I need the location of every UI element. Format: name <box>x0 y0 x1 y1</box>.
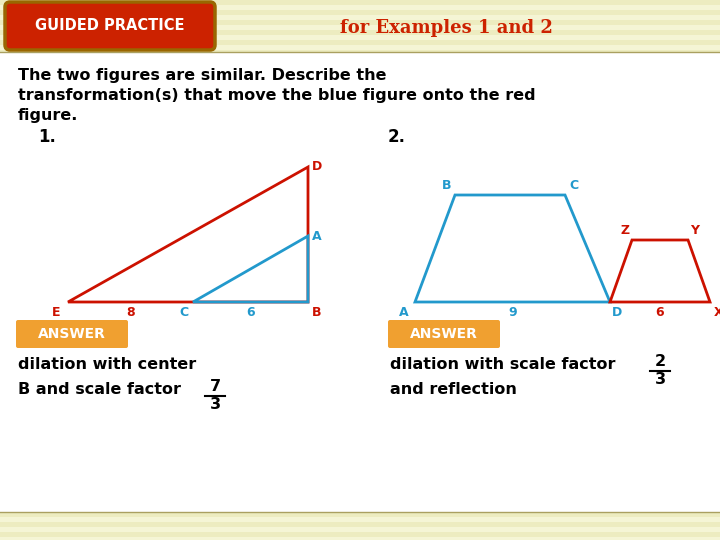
Bar <box>0 460 720 465</box>
Text: 1.: 1. <box>38 128 56 146</box>
Bar <box>0 350 720 355</box>
Bar <box>0 380 720 385</box>
Text: transformation(s) that move the blue figure onto the red: transformation(s) that move the blue fig… <box>18 88 536 103</box>
Bar <box>0 470 720 475</box>
Text: and reflection: and reflection <box>390 382 517 397</box>
Text: 3: 3 <box>654 372 665 387</box>
Text: 6: 6 <box>656 306 665 319</box>
Bar <box>0 440 720 445</box>
Bar <box>0 510 720 515</box>
Bar <box>0 240 720 245</box>
Bar <box>0 360 720 365</box>
Bar <box>0 130 720 135</box>
Text: 7: 7 <box>210 379 220 394</box>
Text: A: A <box>312 230 322 242</box>
Text: Y: Y <box>690 224 699 237</box>
Bar <box>0 520 720 525</box>
Bar <box>0 100 720 105</box>
Bar <box>0 300 720 305</box>
Bar <box>0 180 720 185</box>
Bar <box>0 60 720 65</box>
Bar <box>0 290 720 295</box>
FancyBboxPatch shape <box>388 320 500 348</box>
Text: 6: 6 <box>246 306 255 319</box>
Text: 2.: 2. <box>388 128 406 146</box>
Bar <box>0 260 720 265</box>
Bar <box>0 480 720 485</box>
Bar <box>0 532 720 537</box>
Bar <box>0 80 720 85</box>
Bar <box>0 370 720 375</box>
Bar <box>0 270 720 275</box>
Bar <box>0 20 720 25</box>
Bar <box>0 90 720 95</box>
Bar <box>0 110 720 115</box>
Bar <box>0 500 720 505</box>
Bar <box>0 430 720 435</box>
Text: 8: 8 <box>126 306 135 319</box>
Bar <box>0 120 720 125</box>
FancyBboxPatch shape <box>16 320 128 348</box>
Bar <box>0 390 720 395</box>
Bar <box>0 450 720 455</box>
Bar <box>0 52 720 512</box>
Text: The two figures are similar. Describe the: The two figures are similar. Describe th… <box>18 68 387 83</box>
Text: 9: 9 <box>508 306 517 319</box>
Bar <box>0 530 720 535</box>
Bar <box>0 160 720 165</box>
FancyBboxPatch shape <box>5 2 215 50</box>
Bar <box>0 340 720 345</box>
Text: A: A <box>400 306 409 319</box>
Bar <box>0 170 720 175</box>
Bar <box>0 50 720 55</box>
Bar <box>0 70 720 75</box>
Text: dilation with center: dilation with center <box>18 357 197 372</box>
Bar <box>0 200 720 205</box>
Text: C: C <box>180 306 189 319</box>
Bar <box>0 310 720 315</box>
Text: B: B <box>312 306 322 319</box>
Text: GUIDED PRACTICE: GUIDED PRACTICE <box>35 18 185 33</box>
Bar <box>0 0 720 5</box>
Bar <box>0 30 720 35</box>
Text: dilation with scale factor: dilation with scale factor <box>390 357 616 372</box>
Text: X: X <box>714 306 720 319</box>
Bar <box>0 522 720 527</box>
Text: C: C <box>569 179 578 192</box>
Bar <box>0 420 720 425</box>
Bar <box>0 410 720 415</box>
Bar <box>0 140 720 145</box>
Bar <box>0 330 720 335</box>
Bar <box>0 150 720 155</box>
Text: B: B <box>441 179 451 192</box>
Text: for Examples 1 and 2: for Examples 1 and 2 <box>340 19 553 37</box>
Text: ANSWER: ANSWER <box>38 327 106 341</box>
Bar <box>0 220 720 225</box>
Text: B and scale factor: B and scale factor <box>18 382 181 397</box>
Bar <box>0 490 720 495</box>
Bar <box>0 230 720 235</box>
Bar <box>0 250 720 255</box>
Text: ANSWER: ANSWER <box>410 327 478 341</box>
Bar <box>0 210 720 215</box>
Text: figure.: figure. <box>18 108 78 123</box>
Bar <box>0 190 720 195</box>
Bar <box>0 280 720 285</box>
Text: Z: Z <box>621 224 630 237</box>
Bar <box>0 10 720 15</box>
Bar <box>0 512 720 517</box>
Text: E: E <box>52 306 60 319</box>
Text: D: D <box>312 160 323 173</box>
Bar <box>0 40 720 45</box>
Text: 3: 3 <box>210 397 220 412</box>
Bar <box>0 512 720 540</box>
Bar <box>0 400 720 405</box>
Text: D: D <box>612 306 622 319</box>
Text: 2: 2 <box>654 354 665 369</box>
Bar <box>0 320 720 325</box>
